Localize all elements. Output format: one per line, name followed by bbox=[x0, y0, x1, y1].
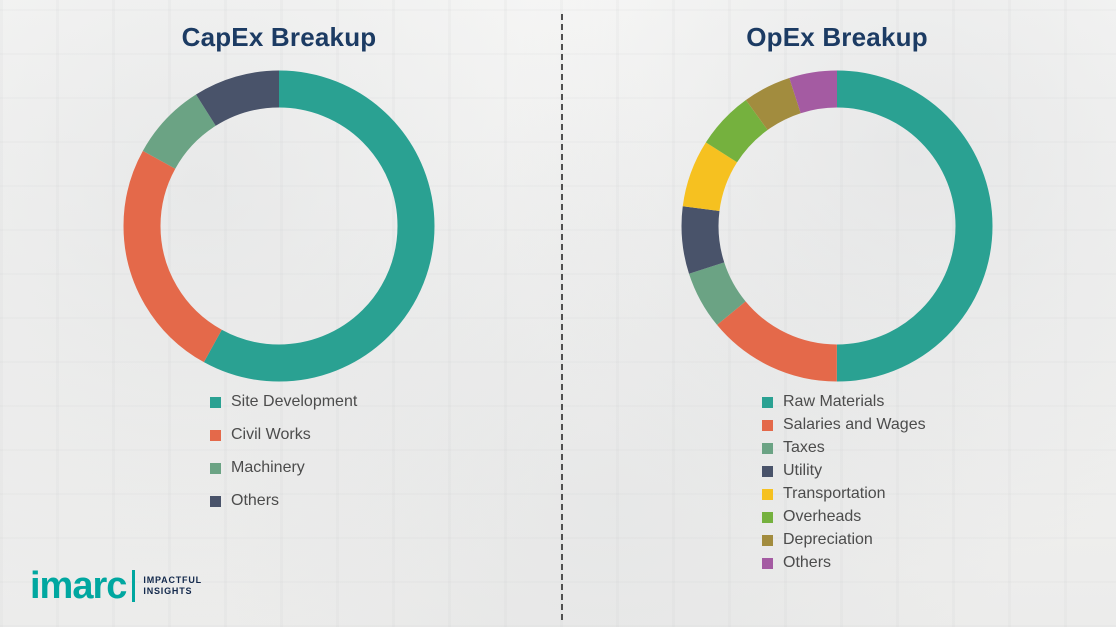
legend-label: Others bbox=[231, 492, 280, 509]
legend-label: Others bbox=[783, 554, 832, 571]
legend-label: Salaries and Wages bbox=[783, 416, 926, 433]
opex-title: OpEx Breakup bbox=[746, 22, 928, 52]
legend-item-utility: Utility bbox=[762, 461, 926, 481]
legend-swatch bbox=[762, 442, 773, 454]
opex-donut-chart bbox=[681, 70, 993, 382]
imarc-tagline-line2: INSIGHTS bbox=[143, 586, 193, 596]
legend-swatch bbox=[210, 396, 221, 408]
legend-item-site-development: Site Development bbox=[210, 392, 357, 412]
capex-panel: CapEx Breakup Site Development Civil Work… bbox=[123, 22, 435, 524]
legend-item-others: Others bbox=[210, 491, 357, 511]
legend-label: Raw Materials bbox=[783, 393, 885, 410]
legend-label: Transportation bbox=[783, 485, 886, 502]
opex-panel: OpEx Breakup Raw Materials Salaries and W… bbox=[558, 0, 1116, 627]
donut-segment-others bbox=[681, 70, 993, 382]
legend-swatch bbox=[762, 488, 773, 500]
legend-item-overheads: Overheads bbox=[762, 507, 926, 527]
legend-label: Depreciation bbox=[783, 531, 873, 548]
legend-item-taxes: Taxes bbox=[762, 438, 926, 458]
legend-item-others: Others bbox=[762, 553, 926, 573]
capex-title: CapEx Breakup bbox=[181, 22, 377, 52]
vertical-dashed-divider bbox=[561, 14, 563, 620]
imarc-logo-text: imarc bbox=[30, 565, 127, 607]
legend-item-transportation: Transportation bbox=[762, 484, 926, 504]
legend-label: Site Development bbox=[231, 393, 358, 410]
imarc-tagline-line1: IMPACTFUL bbox=[143, 575, 202, 585]
legend-swatch bbox=[210, 429, 221, 441]
legend-item-salaries-and-wages: Salaries and Wages bbox=[762, 415, 926, 435]
imarc-logo-tagline: IMPACTFUL INSIGHTS bbox=[143, 575, 202, 597]
imarc-logo: imarc IMPACTFUL INSIGHTS bbox=[30, 567, 202, 605]
legend-label: Overheads bbox=[783, 508, 862, 525]
legend-label: Taxes bbox=[783, 439, 825, 456]
legend-swatch bbox=[762, 511, 773, 523]
donut-segment-others bbox=[123, 70, 435, 382]
legend-label: Machinery bbox=[231, 459, 305, 476]
logo-divider-bar bbox=[132, 570, 136, 602]
legend-swatch bbox=[762, 534, 773, 546]
legend-swatch bbox=[762, 465, 773, 477]
legend-swatch bbox=[762, 419, 773, 431]
legend-item-raw-materials: Raw Materials bbox=[762, 392, 926, 412]
legend-label: Civil Works bbox=[231, 426, 311, 443]
capex-legend: Site Development Civil Works Machinery Othe… bbox=[210, 392, 357, 524]
opex-legend: Raw Materials Salaries and Wages Taxes Util… bbox=[762, 392, 926, 576]
legend-item-machinery: Machinery bbox=[210, 458, 357, 478]
legend-swatch bbox=[210, 462, 221, 474]
donut-segment-utility bbox=[681, 70, 993, 382]
capex-donut-chart bbox=[123, 70, 435, 382]
legend-item-depreciation: Depreciation bbox=[762, 530, 926, 550]
legend-swatch bbox=[762, 557, 773, 569]
legend-swatch bbox=[762, 396, 773, 408]
donut-segment-civil-works bbox=[123, 70, 435, 382]
legend-item-civil-works: Civil Works bbox=[210, 425, 357, 445]
legend-label: Utility bbox=[783, 462, 823, 479]
legend-swatch bbox=[210, 495, 221, 507]
